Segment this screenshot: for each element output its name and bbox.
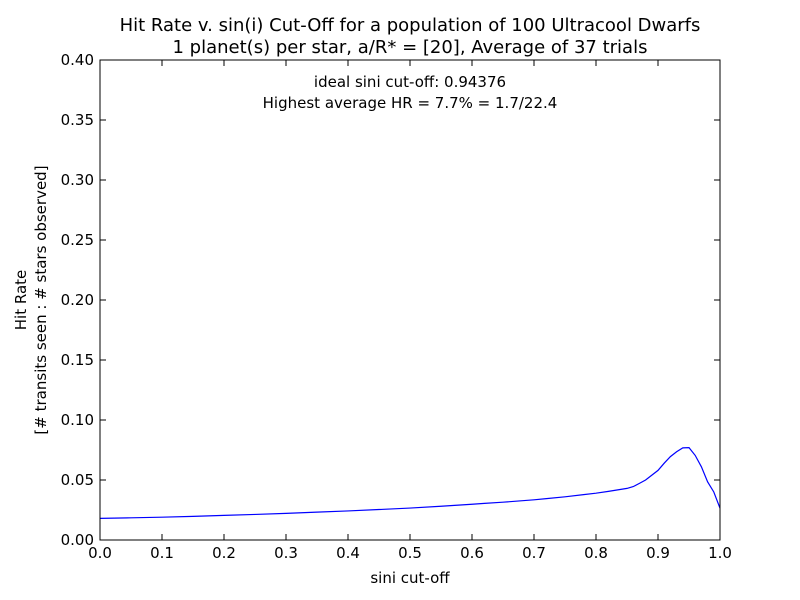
- y-tick-label: 0.35: [61, 111, 94, 129]
- y-axis-label-line1: Hit Rate: [12, 270, 30, 331]
- y-tick-label: 0.00: [61, 531, 94, 549]
- y-tick-label: 0.30: [61, 171, 94, 189]
- chart-title-line2: 1 planet(s) per star, a/R* = [20], Avera…: [173, 37, 648, 58]
- x-tick-label: 0.5: [398, 544, 422, 562]
- annotation-ideal-cutoff: ideal sini cut-off: 0.94376: [314, 73, 506, 91]
- y-tick-label: 0.15: [61, 351, 94, 369]
- x-tick-label: 0.4: [336, 544, 360, 562]
- x-tick-label: 0.1: [150, 544, 174, 562]
- x-tick-label: 0.6: [460, 544, 484, 562]
- x-tick-label: 0.8: [584, 544, 608, 562]
- x-tick-label: 0.3: [274, 544, 298, 562]
- y-tick-label: 0.20: [61, 291, 94, 309]
- annotation-highest-hr: Highest average HR = 7.7% = 1.7/22.4: [263, 94, 558, 112]
- chart-title-line1: Hit Rate v. sin(i) Cut-Off for a populat…: [120, 15, 701, 36]
- x-tick-label: 0.2: [212, 544, 236, 562]
- x-tick-label: 1.0: [708, 544, 732, 562]
- x-tick-label: 0.0: [88, 544, 112, 562]
- x-tick-label: 0.7: [522, 544, 546, 562]
- y-tick-label: 0.05: [61, 471, 94, 489]
- y-axis-label-line2: [# transits seen : # stars observed]: [32, 165, 50, 434]
- y-tick-label: 0.10: [61, 411, 94, 429]
- plot-frame: [99, 59, 721, 541]
- series-line-0: [99, 446, 721, 519]
- y-tick-label: 0.40: [61, 51, 94, 69]
- x-axis-label: sini cut-off: [370, 569, 450, 587]
- plot-area: 0.0 0.1 0.2 0.3 0.4 0.5 0.6 0.7 0.8 0.9 1.0 0.00 0.0…: [61, 51, 732, 562]
- y-tick-label: 0.25: [61, 231, 94, 249]
- x-tick-label: 0.9: [646, 544, 670, 562]
